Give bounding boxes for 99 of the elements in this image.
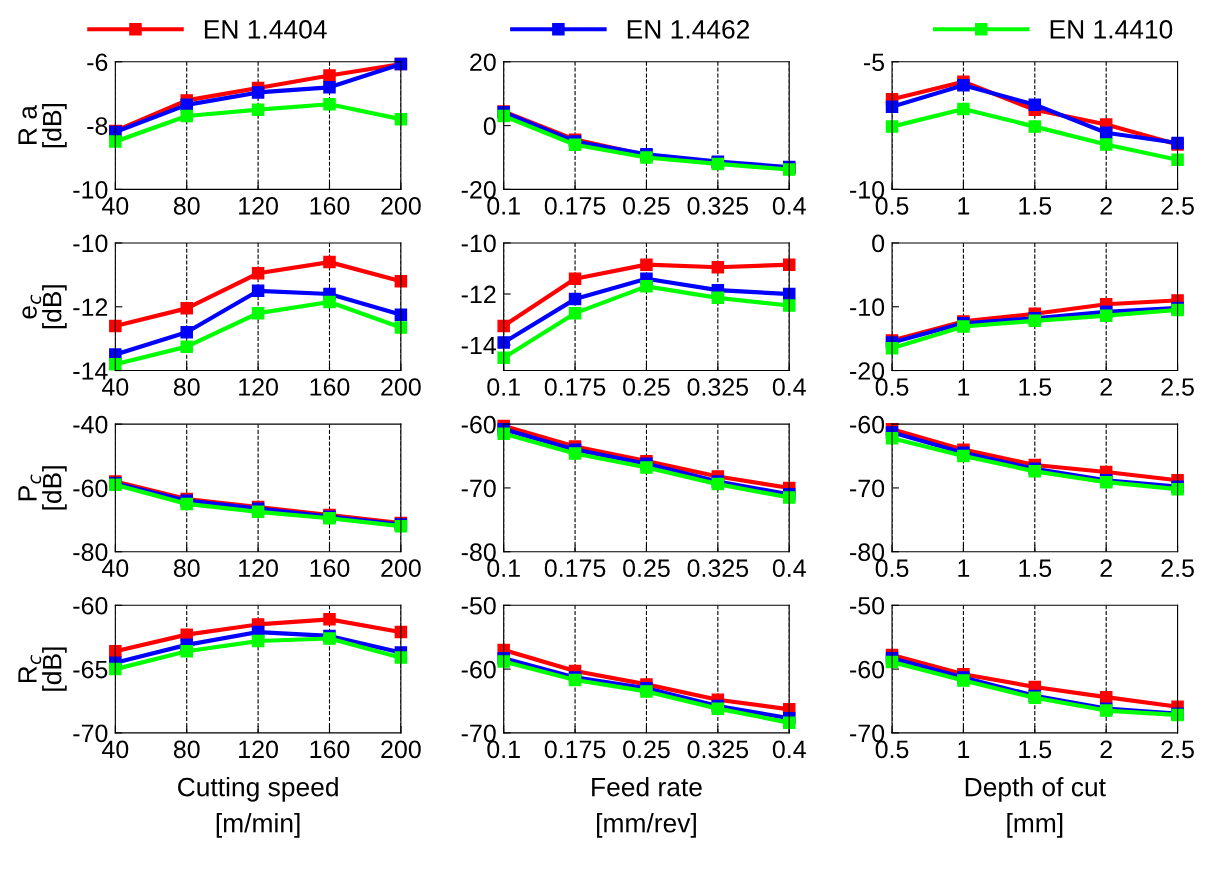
x-tick-label: 1 [958,378,970,396]
y-tick-label: -10 [850,180,885,199]
y-tick-label: -20 [850,362,885,380]
y-tick-label: -10 [73,180,108,199]
x-tick-label: 0.175 [544,197,606,215]
x-tick-label: 120 [239,740,278,759]
y-tick-label: -70 [461,479,496,498]
x-tick-label: 0.1 [487,197,520,215]
x-tick-label: 0.25 [623,197,670,215]
x-tick-label: 160 [310,559,350,578]
y-tick-label: -40 [73,415,108,434]
x-tick-label: 1 [958,559,970,577]
y-tick-label: -6 [87,53,108,72]
x-tick-label: 1.5 [1019,378,1052,396]
x-tick-label: 80 [173,559,200,578]
x-tick-label: 2 [1100,559,1112,577]
x-tick-label: 0.1 [487,559,520,578]
x-tick-label: 2.5 [1161,378,1194,396]
x-tick-label: 40 [102,197,129,215]
x-tick-label: 0.325 [687,559,749,578]
y-axis-title: R$_{c}$ [dB] [18,647,67,691]
y-tick-label: -12 [461,285,496,304]
x-tick-label: 200 [381,559,421,578]
y-axis-title: P$_{c}$ [dB] [18,466,67,510]
y-axis-title: e$_{c}$ [dB] [22,285,67,329]
x-tick-label: 120 [239,378,278,396]
x-tick-label: 200 [381,740,421,759]
y-tick-label: -60 [850,415,885,434]
x-tick-label: 200 [381,378,421,396]
x-tick-label: 80 [173,197,200,215]
y-tick-label: 20 [470,53,496,72]
x-axis-title: Cutting speed [m/min] [178,777,338,838]
x-tick-label: 40 [102,559,129,578]
x-tick-label: 0.4 [772,740,806,759]
y-tick-label: -80 [73,543,108,562]
x-tick-label: 0.5 [875,197,909,215]
y-tick-label: -80 [461,543,496,562]
x-tick-label: 160 [310,197,350,215]
x-tick-label: 0.25 [623,378,670,396]
x-tick-label: 0.25 [623,740,670,759]
y-tick-label: -14 [73,362,108,380]
y-tick-label: 0 [872,234,885,253]
x-tick-label: 0.4 [772,378,806,396]
y-tick-label: -50 [461,596,496,615]
y-tick-label: -10 [850,298,885,317]
y-tick-label: -50 [850,596,885,615]
legend-label: EN 1.4462 [627,20,750,39]
x-tick-label: 0.175 [544,559,606,578]
x-tick-label: 80 [173,378,200,396]
y-tick-label: -70 [850,479,885,498]
x-tick-label: 0.175 [544,378,606,396]
x-tick-label: 120 [239,559,278,578]
x-tick-label: 2 [1100,378,1112,396]
x-tick-label: 0.4 [772,559,806,578]
y-tick-label: -10 [461,234,496,253]
x-tick-label: 1.5 [1019,197,1052,215]
x-tick-label: 2.5 [1161,740,1194,759]
x-tick-label: 160 [310,740,350,759]
x-tick-label: 0.175 [544,740,606,759]
y-tick-label: -10 [73,234,108,253]
x-axis-title: Depth of cut [mm] [965,777,1106,838]
x-tick-label: 0.1 [487,378,520,396]
y-axis-title: R a [dB] [18,104,67,148]
y-tick-label: -60 [850,660,885,679]
x-tick-label: 0.5 [875,559,909,578]
y-tick-label: -60 [73,596,108,615]
x-tick-label: 0.5 [875,740,909,759]
legend-label: EN 1.4404 [204,20,327,39]
x-axis-title: Feed rate [mm/rev] [592,777,702,838]
x-tick-label: 2.5 [1161,559,1194,578]
y-tick-label: -8 [87,117,108,135]
x-tick-label: 200 [381,197,421,215]
x-tick-label: 40 [102,378,129,396]
x-tick-label: 160 [310,378,350,396]
y-tick-label: -14 [461,336,497,355]
y-tick-label: -60 [461,415,496,434]
y-tick-label: -60 [73,479,108,498]
x-tick-label: 2.5 [1161,197,1194,215]
x-tick-label: 1.5 [1019,559,1052,578]
legend-label: EN 1.4410 [1050,20,1173,39]
x-tick-label: 2 [1100,197,1112,215]
x-tick-label: 0.5 [875,378,909,396]
y-tick-label: -12 [73,298,108,316]
y-tick-label: -20 [461,180,496,199]
x-tick-label: 0.325 [687,378,749,396]
y-tick-label: -65 [73,660,108,679]
x-tick-label: 80 [173,740,200,759]
y-tick-label: -5 [863,53,885,72]
x-tick-label: 0.325 [687,197,749,215]
x-tick-label: 0.25 [623,559,670,578]
y-tick-label: 0 [483,117,496,135]
x-tick-label: 1.5 [1019,740,1052,759]
x-tick-label: 0.4 [772,197,806,215]
x-tick-label: 120 [239,197,278,215]
x-tick-label: 0.325 [687,740,749,759]
y-tick-label: -60 [461,660,496,679]
x-tick-label: 1 [958,197,970,215]
x-tick-label: 2 [1100,740,1112,758]
x-tick-label: 1 [958,740,970,758]
